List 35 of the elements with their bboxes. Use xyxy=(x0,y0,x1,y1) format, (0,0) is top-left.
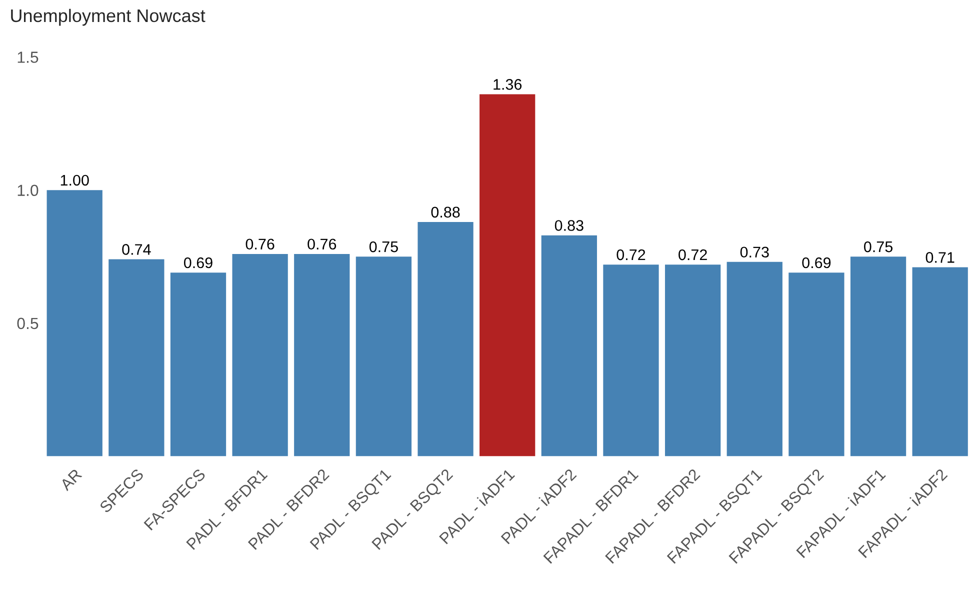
data-label: 1.00 xyxy=(60,174,89,186)
bar xyxy=(788,272,844,456)
data-label: 0.69 xyxy=(802,257,831,268)
bar xyxy=(46,190,102,456)
data-label: 0.75 xyxy=(369,241,398,252)
bar xyxy=(664,264,721,456)
data-label: 0.75 xyxy=(864,241,892,252)
bar xyxy=(541,235,597,456)
x-tick-label: AR xyxy=(59,468,82,492)
data-label: 0.74 xyxy=(122,244,151,255)
bar xyxy=(356,256,412,456)
data-label: 0.73 xyxy=(740,246,769,258)
bar xyxy=(294,254,350,456)
data-label: 0.72 xyxy=(616,249,646,260)
data-label: 0.76 xyxy=(246,238,274,250)
data-label: 0.72 xyxy=(678,249,707,260)
bar xyxy=(912,267,968,456)
data-label: 0.83 xyxy=(554,220,584,231)
y-tick-label: 1.5 xyxy=(18,52,38,63)
data-label: 0.88 xyxy=(431,206,460,218)
data-label: 0.69 xyxy=(184,257,212,268)
bar xyxy=(232,254,288,456)
data-label: 0.71 xyxy=(926,252,954,263)
bar xyxy=(603,264,659,456)
y-tick-label: 1.0 xyxy=(18,184,38,196)
data-label: 0.76 xyxy=(308,238,336,250)
bar xyxy=(726,262,782,456)
bar xyxy=(480,94,536,456)
y-tick-label: 0.5 xyxy=(17,318,38,330)
bar xyxy=(108,259,164,456)
bar xyxy=(850,256,906,456)
chart-title: Unemployment Nowcast xyxy=(11,8,206,26)
bar xyxy=(170,272,226,456)
data-label: 1.36 xyxy=(494,79,522,90)
bar xyxy=(418,222,474,456)
